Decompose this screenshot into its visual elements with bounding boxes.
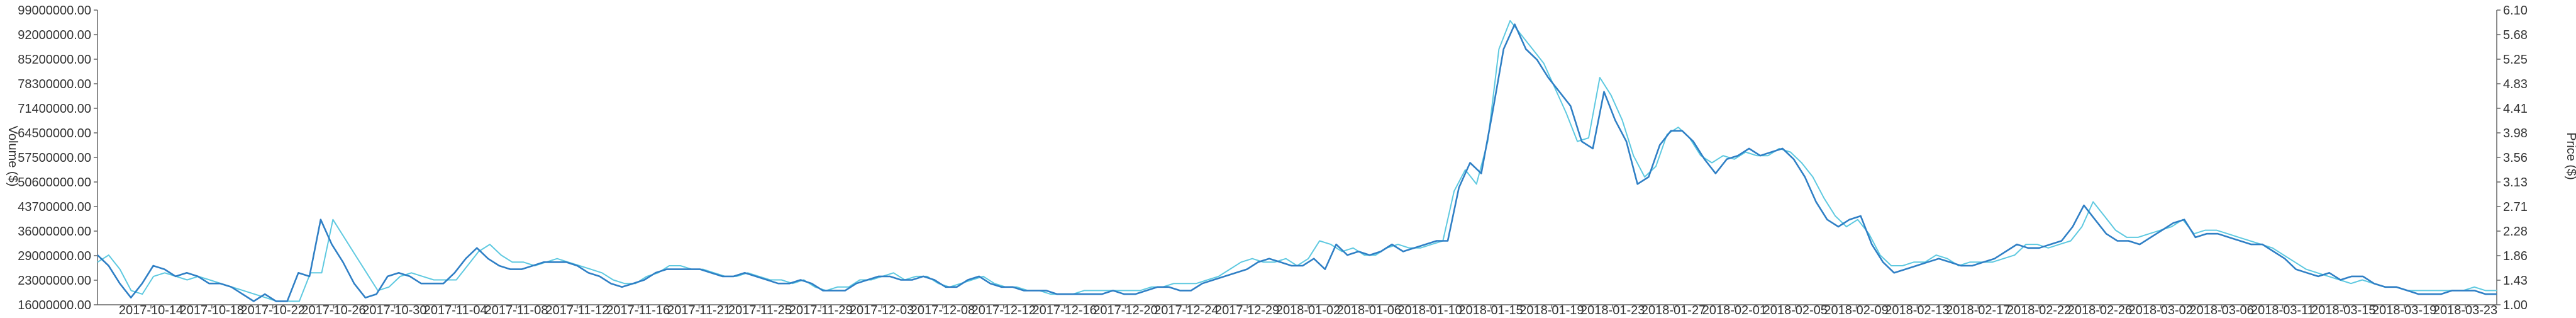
x-tick-label: 2017-12-20: [1093, 304, 1157, 315]
right-axis-title: Price ($): [2564, 132, 2576, 180]
series-layer: [97, 20, 2497, 302]
x-tick-label: 2018-01-10: [1398, 304, 1462, 315]
x-tick-label: 2018-02-05: [1763, 304, 1828, 315]
x-tick-label: 2018-02-26: [2068, 304, 2132, 315]
x-tick-label: 2017-10-26: [301, 304, 365, 315]
left-tick-label: 92000000.00: [18, 28, 91, 42]
x-tick-label: 2017-11-12: [545, 304, 609, 315]
left-tick-label: 29000000.00: [18, 249, 91, 263]
x-axis: 2017-10-142017-10-182017-10-222017-10-26…: [119, 304, 2497, 317]
x-tick-label: 2017-11-04: [424, 304, 487, 315]
right-axis: 1.00 1.43 1.86 2.28 2.71 3.13 3.56 3.98 4.41 4.83…: [2497, 4, 2528, 312]
x-tick-label: 2018-03-06: [2189, 304, 2253, 315]
x-tick-label: 2017-10-18: [180, 304, 244, 315]
x-tick-label: 2017-11-29: [789, 304, 853, 315]
right-tick-label: 3.13: [2503, 176, 2528, 190]
x-tick-label: 2017-12-08: [911, 304, 975, 315]
x-tick-label: 2018-01-02: [1276, 304, 1340, 315]
right-tick-label: 6.10: [2503, 4, 2528, 18]
x-tick-label: 2018-01-23: [1580, 304, 1645, 315]
x-tick-label: 2017-12-16: [1032, 304, 1096, 315]
x-tick-label: 2018-02-09: [1824, 304, 1888, 315]
left-tick-label: 64500000.00: [18, 127, 91, 140]
series-line-1: [97, 23, 2497, 302]
left-axis: 16000000.00 23000000.00 29000000.00 3600000…: [18, 4, 97, 312]
left-tick-label: 85200000.00: [18, 53, 91, 67]
x-tick-label: 2018-01-27: [1641, 304, 1706, 315]
x-tick-label: 2018-03-11: [2251, 304, 2314, 315]
series-line-2: [97, 20, 2497, 302]
right-tick-label: 4.83: [2503, 77, 2528, 91]
x-tick-label: 2018-02-22: [2007, 304, 2071, 315]
plot-frame: [97, 10, 2497, 305]
x-tick-label: 2017-11-16: [606, 304, 670, 315]
x-tick-label: 2018-03-02: [2129, 304, 2193, 315]
left-axis-title: Volume ($): [6, 126, 19, 187]
left-tick-label: 16000000.00: [18, 298, 91, 312]
right-tick-label: 5.25: [2503, 53, 2528, 67]
x-tick-label: 2018-03-19: [2372, 304, 2436, 315]
x-tick-label: 2018-01-06: [1337, 304, 1401, 315]
left-tick-label: 71400000.00: [18, 102, 91, 116]
x-tick-label: 2018-02-13: [1885, 304, 1949, 315]
x-tick-label: 2017-10-14: [119, 304, 183, 315]
right-tick-label: 4.41: [2503, 102, 2528, 116]
x-tick-label: 2017-12-12: [972, 304, 1036, 315]
right-tick-label: 3.56: [2503, 151, 2528, 165]
x-tick-label: 2017-10-22: [241, 304, 305, 315]
right-tick-label: 2.28: [2503, 225, 2528, 239]
x-tick-label: 2017-10-30: [362, 304, 426, 315]
left-tick-label: 43700000.00: [18, 200, 91, 214]
right-tick-label: 1.00: [2503, 298, 2528, 312]
x-tick-label: 2018-01-15: [1458, 304, 1523, 315]
left-tick-label: 50600000.00: [18, 176, 91, 190]
x-tick-label: 2017-12-24: [1154, 304, 1218, 315]
right-tick-label: 5.68: [2503, 28, 2528, 42]
x-tick-label: 2017-11-21: [667, 304, 731, 315]
x-tick-label: 2018-03-15: [2311, 304, 2375, 315]
right-tick-label: 2.71: [2503, 200, 2528, 214]
left-tick-label: 23000000.00: [18, 274, 91, 288]
x-tick-label: 2017-11-25: [728, 304, 792, 315]
x-tick-label: 2018-01-19: [1519, 304, 1584, 315]
x-tick-label: 2017-12-03: [850, 304, 914, 315]
left-tick-label: 78300000.00: [18, 77, 91, 91]
x-tick-label: 2018-02-01: [1702, 304, 1767, 315]
x-tick-label: 2017-12-29: [1215, 304, 1279, 315]
left-tick-label: 57500000.00: [18, 151, 91, 165]
x-tick-label: 2018-03-23: [2433, 304, 2497, 315]
right-tick-label: 3.98: [2503, 127, 2528, 140]
right-tick-label: 1.86: [2503, 249, 2528, 263]
right-tick-label: 1.43: [2503, 274, 2528, 288]
left-tick-label: 99000000.00: [18, 4, 91, 18]
left-tick-label: 36000000.00: [18, 225, 91, 239]
x-tick-label: 2018-02-17: [1946, 304, 2010, 315]
x-tick-label: 2017-11-08: [485, 304, 548, 315]
